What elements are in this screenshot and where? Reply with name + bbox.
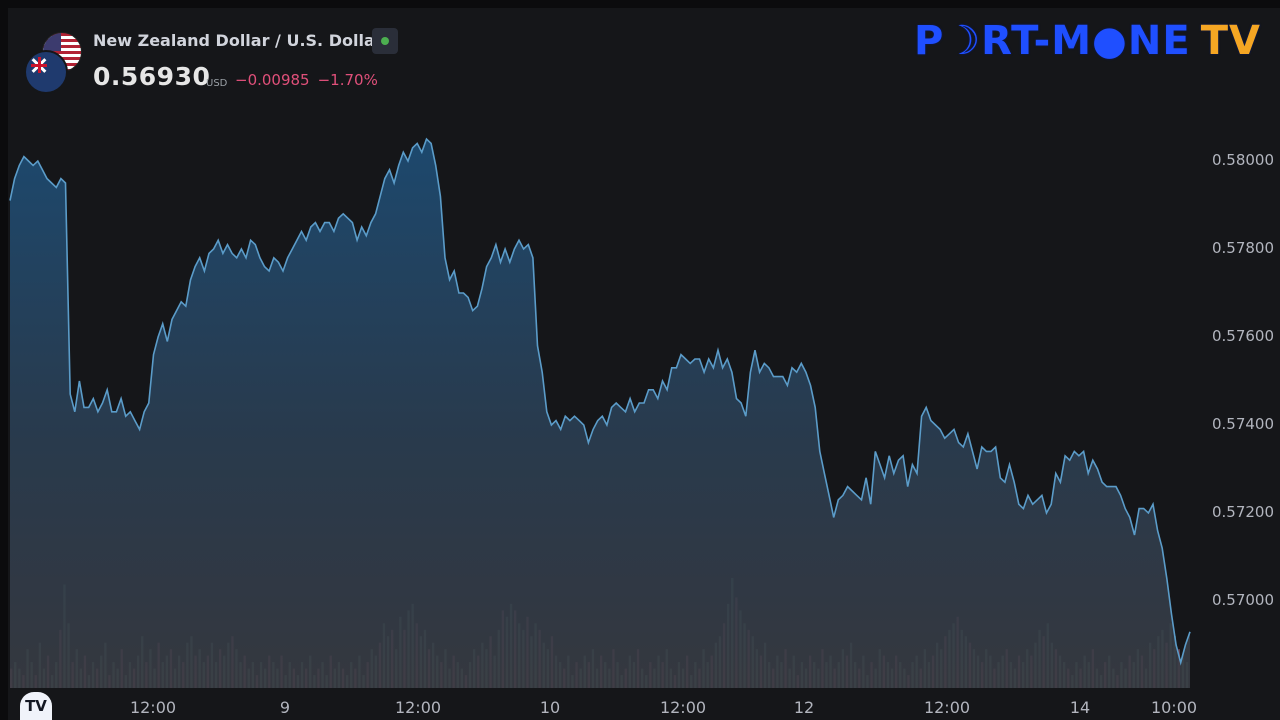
x-tick-label: 12:00: [129, 698, 177, 717]
pair-title[interactable]: New Zealand Dollar / U.S. Dollar: [93, 31, 383, 50]
tradingview-logo[interactable]: TV: [20, 692, 52, 720]
x-tick-label: 12: [793, 698, 815, 717]
price-currency: USD: [206, 78, 228, 89]
last-price: 0.56930: [93, 62, 211, 91]
x-tick-label: 12:00: [923, 698, 971, 717]
x-tick-label: 10:00: [1150, 698, 1198, 717]
change-percent: −1.70%: [317, 71, 378, 89]
x-tick-label: 14: [1069, 698, 1091, 717]
price-change: −0.00985 −1.70%: [235, 71, 378, 89]
y-tick-label: 0.57800: [1211, 239, 1274, 257]
x-tick-label: 12:00: [394, 698, 442, 717]
change-absolute: −0.00985: [235, 71, 310, 89]
price-area-fill: [10, 139, 1190, 688]
y-tick-label: 0.58000: [1211, 151, 1274, 169]
x-tick-label: 10: [539, 698, 561, 717]
nz-flag-icon: [24, 50, 68, 94]
currency-flags: [24, 32, 84, 94]
brand-watermark: P☽RT-M●NE TV: [914, 18, 1260, 68]
price-line: [9, 137, 1191, 666]
market-status-badge[interactable]: [372, 28, 398, 54]
y-tick-label: 0.57200: [1211, 503, 1274, 521]
y-tick-label: 0.57400: [1211, 415, 1274, 433]
left-border: [0, 0, 8, 720]
watermark-suffix: TV: [1200, 18, 1261, 64]
top-border: [0, 0, 1280, 8]
y-tick-label: 0.57000: [1211, 591, 1274, 609]
x-tick-label: 12:00: [659, 698, 707, 717]
market-open-dot-icon: [381, 37, 389, 45]
watermark-brand: P☽RT-M●NE: [914, 18, 1191, 64]
symbol-legend[interactable]: New Zealand Dollar / U.S. Dollar 0.56930…: [24, 26, 624, 96]
y-tick-label: 0.57600: [1211, 327, 1274, 345]
x-tick-label: 9: [279, 698, 291, 717]
